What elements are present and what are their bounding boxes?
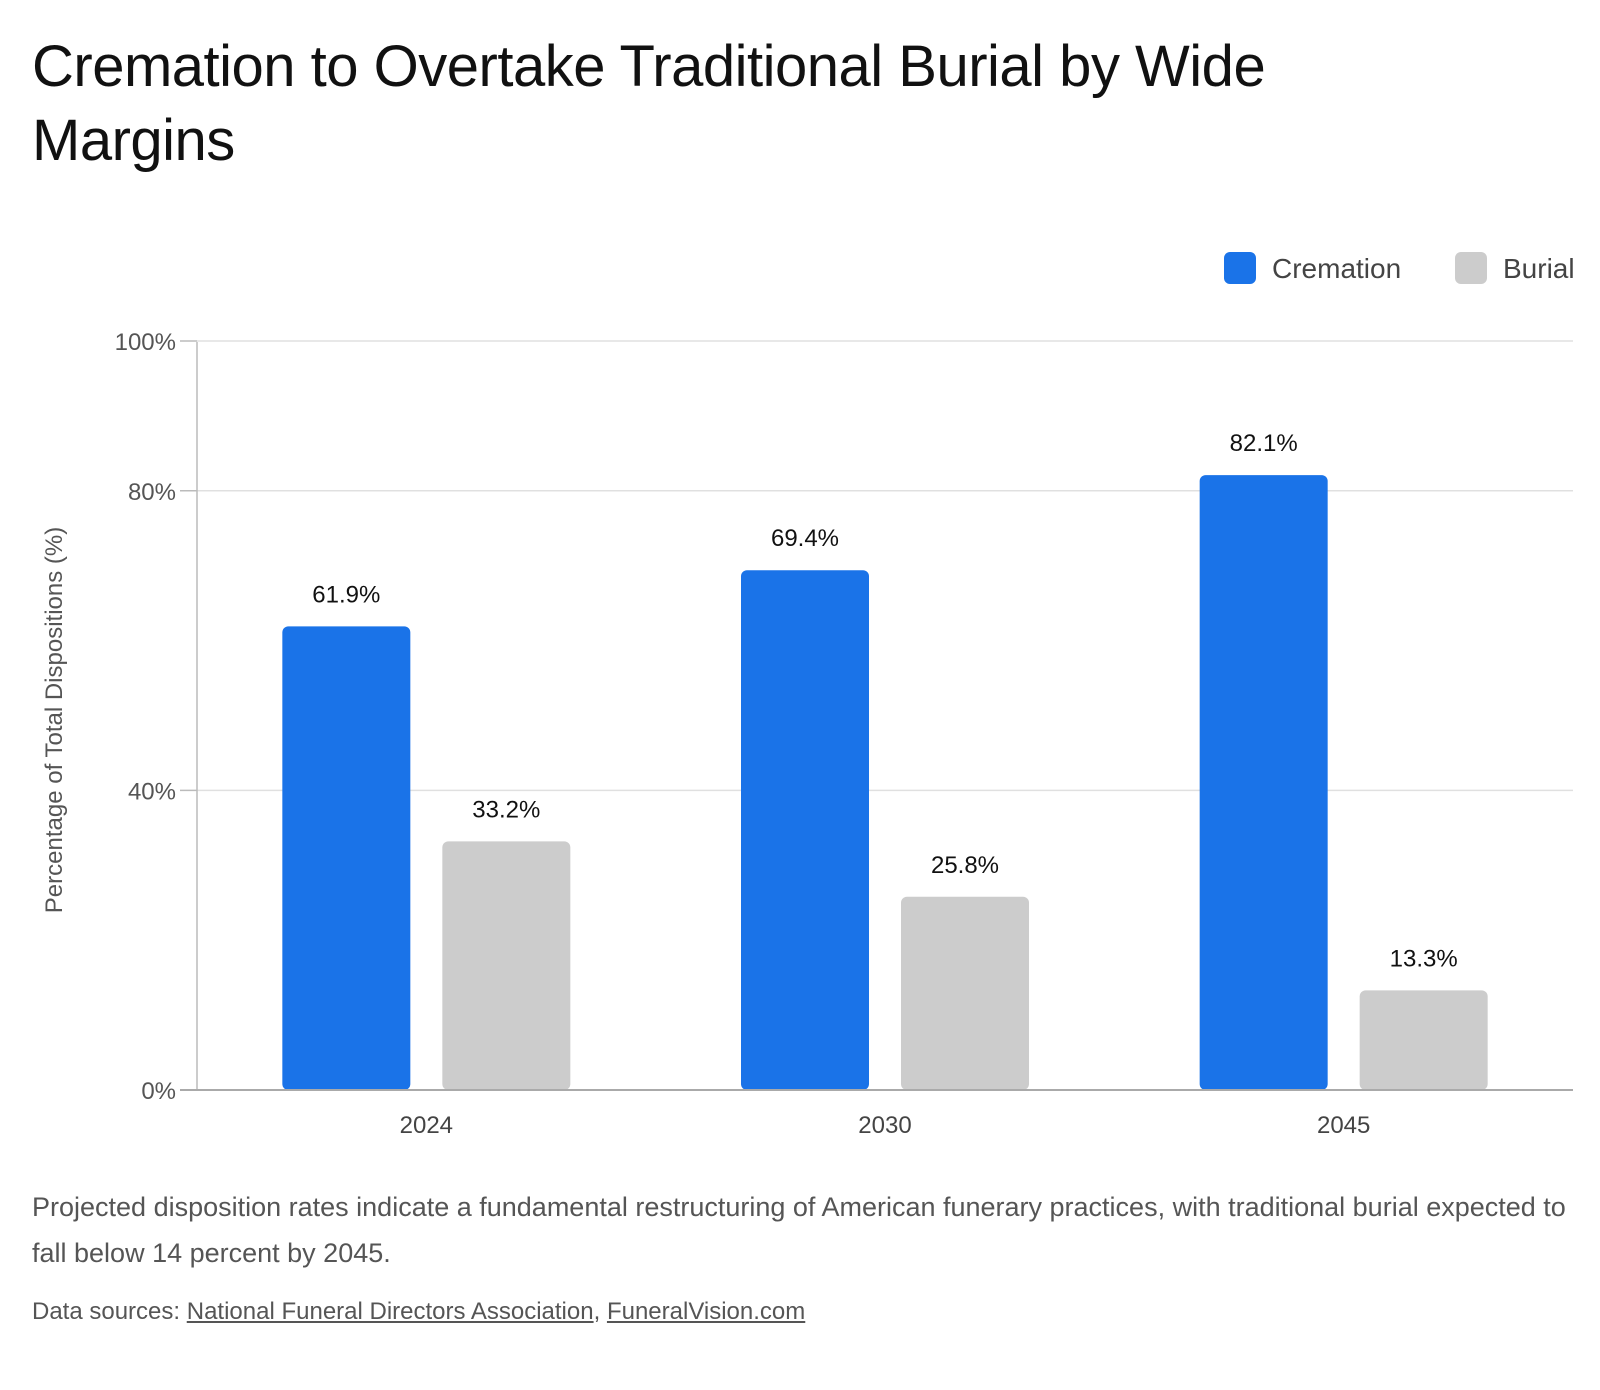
legend: Cremation Burial [1224, 252, 1575, 284]
y-tick-label: 80% [128, 479, 176, 506]
data-label-cremation-2030: 69.4% [771, 525, 839, 552]
y-tick-label: 0% [141, 1078, 176, 1105]
x-tick-label: 2030 [858, 1112, 911, 1139]
y-axis-label: Percentage of Total Dispositions (%) [41, 527, 68, 913]
legend-swatch-cremation [1224, 252, 1256, 284]
bar-burial-2030 [901, 896, 1029, 1090]
bar-chart: Cremation Burial Percentage of Total Dis… [41, 252, 1575, 1139]
bar-burial-2045 [1359, 990, 1488, 1090]
data-label-burial-2030: 25.8% [931, 852, 999, 879]
y-tick-label: 40% [128, 778, 176, 805]
x-tick-label: 2024 [400, 1112, 453, 1139]
data-label-burial-2045: 13.3% [1390, 945, 1458, 972]
bar-burial-2024 [442, 841, 571, 1090]
data-label-cremation-2045: 82.1% [1230, 430, 1298, 457]
data-label-cremation-2024: 61.9% [312, 581, 380, 608]
bar-cremation-2024 [282, 626, 411, 1090]
legend-label-burial: Burial [1503, 253, 1575, 284]
gridlines [197, 340, 1573, 792]
legend-item-burial[interactable]: Burial [1455, 252, 1575, 284]
chart-caption: Projected disposition rates indicate a f… [32, 1192, 1566, 1268]
bar-cremation-2030 [741, 570, 869, 1090]
x-axis-ticks: 2024 2030 2045 [400, 1112, 1371, 1139]
source-link-nfda[interactable]: National Funeral Directors Association [186, 1298, 594, 1325]
sources-separator: , [593, 1298, 607, 1325]
x-tick-label: 2045 [1317, 1112, 1370, 1139]
legend-swatch-burial [1455, 252, 1487, 284]
bars: 61.9% 33.2% 69.4% 25.8% 82.1% 13.3% [282, 430, 1488, 1090]
legend-label-cremation: Cremation [1272, 253, 1401, 284]
chart-title: Cremation to Overtake Traditional Burial… [32, 34, 1266, 173]
bar-cremation-2045 [1199, 475, 1328, 1090]
data-sources: Data sources: National Funeral Directors… [32, 1298, 805, 1326]
sources-prefix: Data sources: [32, 1298, 187, 1325]
source-link-funeralvision[interactable]: FuneralVision.com [606, 1298, 806, 1325]
legend-item-cremation[interactable]: Cremation [1224, 252, 1401, 284]
y-tick-label: 100% [115, 329, 176, 356]
y-axis-ticks: 0% 40% 80% 100% [115, 329, 197, 1105]
data-label-burial-2024: 33.2% [472, 796, 540, 823]
